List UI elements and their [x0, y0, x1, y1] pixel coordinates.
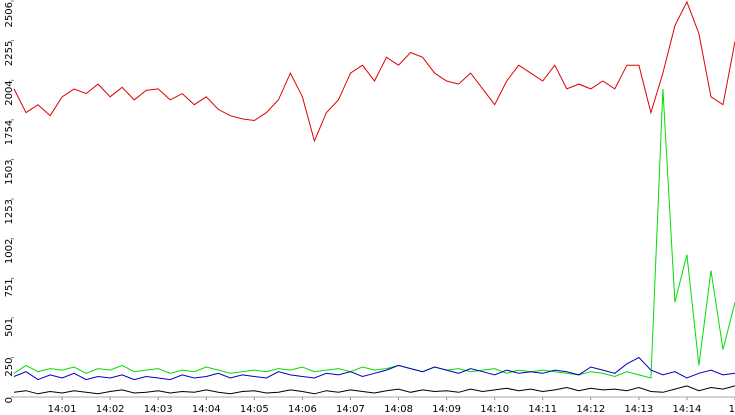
- x-tick-label: 14: [729, 404, 735, 415]
- y-tick-label: 2506: [4, 2, 15, 27]
- y-tick-label: 1503: [4, 159, 15, 184]
- y-tick-label: 751: [4, 278, 15, 297]
- x-tick-label: 14:10: [480, 404, 509, 415]
- x-tick-label: 14:05: [240, 404, 269, 415]
- y-tick-label: 0: [4, 397, 15, 403]
- x-tick-label: 14:14: [673, 404, 702, 415]
- y-tick-label: 501: [4, 318, 15, 337]
- x-tick-label: 14:12: [576, 404, 605, 415]
- data-line: [13, 0, 735, 143]
- y-tick-label: 2255: [4, 41, 15, 66]
- x-tick-label: 14:01: [48, 404, 77, 415]
- x-tick-label: 14:09: [432, 404, 461, 415]
- x-tick-label: 14:07: [336, 404, 365, 415]
- y-tick-label: 250: [4, 357, 15, 376]
- x-tick-label: 14:11: [528, 404, 557, 415]
- x-tick-label: 14:04: [192, 404, 221, 415]
- y-tick-label: 1754: [4, 120, 15, 145]
- x-tick-label: 14:13: [624, 404, 653, 415]
- data-line: [13, 88, 735, 379]
- x-tick-label: 14:08: [384, 404, 413, 415]
- x-tick-label: 14:02: [96, 404, 125, 415]
- y-tick-label: 2004: [4, 80, 15, 105]
- y-tick-label: 1002: [4, 239, 15, 264]
- x-tick-label: 14:03: [144, 404, 173, 415]
- x-tick-label: 14:06: [288, 404, 317, 415]
- y-tick-label: 1253: [4, 199, 15, 224]
- data-line: [13, 356, 735, 381]
- data-line: [13, 385, 735, 395]
